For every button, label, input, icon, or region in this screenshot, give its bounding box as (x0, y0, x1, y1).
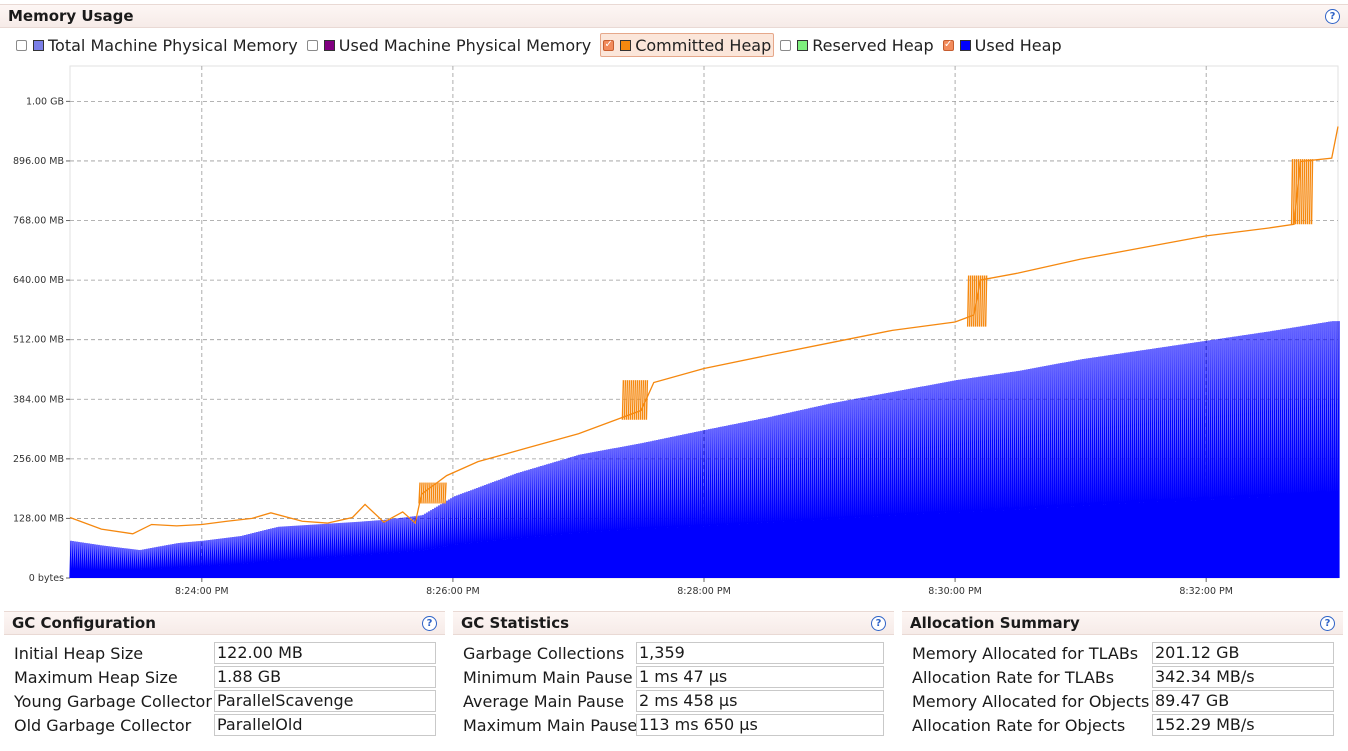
info-row: Young Garbage Collector ParallelScavenge (14, 689, 436, 713)
legend-checkbox[interactable] (306, 39, 318, 51)
info-row-value[interactable]: 2 ms 458 µs (636, 690, 884, 712)
info-row-value[interactable]: 113 ms 650 µs (636, 714, 884, 736)
legend-swatch (33, 39, 44, 51)
legend-swatch (797, 39, 809, 51)
info-row-label: Allocation Rate for TLABs (912, 667, 1115, 687)
legend-item-used-heap[interactable]: ✓ Used Heap (942, 34, 1065, 56)
gc-configuration-title: GC Configuration (12, 614, 156, 632)
x-tick-label: 8:30:00 PM (928, 586, 982, 597)
info-row: Old Garbage Collector ParallelOld (14, 713, 436, 737)
info-row-value[interactable]: 1,359 (636, 642, 884, 664)
legend-label: Used Heap (974, 35, 1062, 55)
legend-item-total-machine-physical-memory[interactable]: Total Machine Physical Memory (16, 34, 301, 56)
y-tick-label: 640.00 MB (13, 275, 64, 286)
y-tick-label: 0 bytes (29, 573, 64, 584)
y-tick-label: 384.00 MB (13, 394, 64, 405)
legend-swatch (959, 39, 971, 51)
info-row-label: Maximum Main Pause (463, 715, 638, 735)
info-row-label: Allocation Rate for Objects (912, 715, 1126, 735)
gc-configuration-header: GC Configuration ? (4, 611, 445, 635)
info-row-label: Average Main Pause (463, 691, 625, 711)
legend-swatch (620, 39, 632, 51)
info-row: Allocation Rate for Objects 152.29 MB/s (912, 713, 1334, 737)
memory-usage-header: Memory Usage ? (0, 4, 1348, 28)
x-tick-label: 8:28:00 PM (677, 586, 731, 597)
y-tick-label: 256.00 MB (13, 454, 64, 465)
committed-heap-resize-band (1290, 159, 1314, 225)
allocation-summary-title: Allocation Summary (910, 614, 1080, 632)
committed-heap-series (69, 126, 1339, 535)
info-row-label: Garbage Collections (463, 643, 625, 663)
help-icon[interactable]: ? (422, 615, 437, 631)
memory-usage-chart: 0 bytes 128.00 MB 256.00 MB 384.00 MB 512.00… (13, 65, 1340, 597)
info-row-value[interactable]: ParallelOld (214, 714, 436, 736)
help-icon[interactable]: ? (1320, 615, 1335, 631)
info-row-value[interactable]: 201.12 GB (1152, 642, 1334, 664)
legend-item-reserved-heap[interactable]: Reserved Heap (780, 34, 936, 56)
legend-checkbox[interactable]: ✓ (942, 39, 954, 51)
help-icon[interactable]: ? (871, 615, 886, 631)
info-row-value[interactable]: 122.00 MB (214, 642, 436, 664)
info-row: Garbage Collections 1,359 (463, 641, 884, 665)
legend-checkbox[interactable] (16, 39, 27, 51)
info-row: Allocation Rate for TLABs 342.34 MB/s (912, 665, 1334, 689)
info-row-label: Memory Allocated for TLABs (912, 643, 1139, 663)
gc-statistics-title: GC Statistics (461, 614, 570, 632)
allocation-summary-header: Allocation Summary ? (902, 611, 1343, 635)
legend-label: Used Machine Physical Memory (338, 35, 592, 55)
info-row-value[interactable]: 1 ms 47 µs (636, 666, 884, 688)
memory-usage-title: Memory Usage (8, 7, 134, 25)
y-tick-label: 896.00 MB (13, 156, 64, 167)
legend-checkbox[interactable] (780, 39, 792, 51)
legend-label: Reserved Heap (812, 35, 934, 55)
info-row-label: Memory Allocated for Objects (912, 691, 1150, 711)
legend-checkbox[interactable]: ✓ (603, 39, 615, 51)
committed-heap-resize-band (966, 275, 988, 327)
legend-label: Total Machine Physical Memory (48, 35, 298, 55)
x-tick-label: 8:24:00 PM (175, 586, 229, 597)
info-row-label: Initial Heap Size (14, 643, 144, 663)
info-row: Maximum Heap Size 1.88 GB (14, 665, 436, 689)
used-heap-base-area (70, 537, 1332, 578)
legend-label: Committed Heap (635, 35, 772, 55)
gc-statistics-header: GC Statistics ? (453, 611, 894, 635)
info-row-value[interactable]: 342.34 MB/s (1152, 666, 1334, 688)
info-row: Average Main Pause 2 ms 458 µs (463, 689, 884, 713)
info-row-label: Old Garbage Collector (14, 715, 192, 735)
info-row-label: Maximum Heap Size (14, 667, 178, 687)
used-heap-series (69, 321, 1340, 578)
committed-heap-resize-band (418, 482, 447, 504)
info-row-value[interactable]: 152.29 MB/s (1152, 714, 1334, 736)
info-row-label: Minimum Main Pause (463, 667, 633, 687)
y-tick-label: 1.00 GB (26, 96, 64, 107)
info-row: Memory Allocated for TLABs 201.12 GB (912, 641, 1334, 665)
chart-legend: Total Machine Physical Memory Used Machin… (0, 32, 1348, 58)
info-row-label: Young Garbage Collector (14, 691, 212, 711)
legend-swatch (323, 39, 335, 51)
y-tick-label: 768.00 MB (13, 216, 64, 227)
x-tick-label: 8:32:00 PM (1179, 586, 1233, 597)
help-icon[interactable]: ? (1325, 8, 1340, 24)
committed-heap-resize-band (621, 380, 649, 420)
y-tick-label: 128.00 MB (13, 513, 64, 524)
info-row-value[interactable]: 1.88 GB (214, 666, 436, 688)
info-row: Minimum Main Pause 1 ms 47 µs (463, 665, 884, 689)
info-row-value[interactable]: 89.47 GB (1152, 690, 1334, 712)
info-row: Memory Allocated for Objects 89.47 GB (912, 689, 1334, 713)
y-tick-label: 512.00 MB (13, 335, 64, 346)
legend-item-committed-heap[interactable]: ✓ Committed Heap (600, 33, 775, 57)
info-row: Maximum Main Pause 113 ms 650 µs (463, 713, 884, 737)
x-tick-label: 8:26:00 PM (426, 586, 480, 597)
info-row: Initial Heap Size 122.00 MB (14, 641, 436, 665)
info-row-value[interactable]: ParallelScavenge (214, 690, 436, 712)
legend-item-used-machine-physical-memory[interactable]: Used Machine Physical Memory (306, 34, 594, 56)
